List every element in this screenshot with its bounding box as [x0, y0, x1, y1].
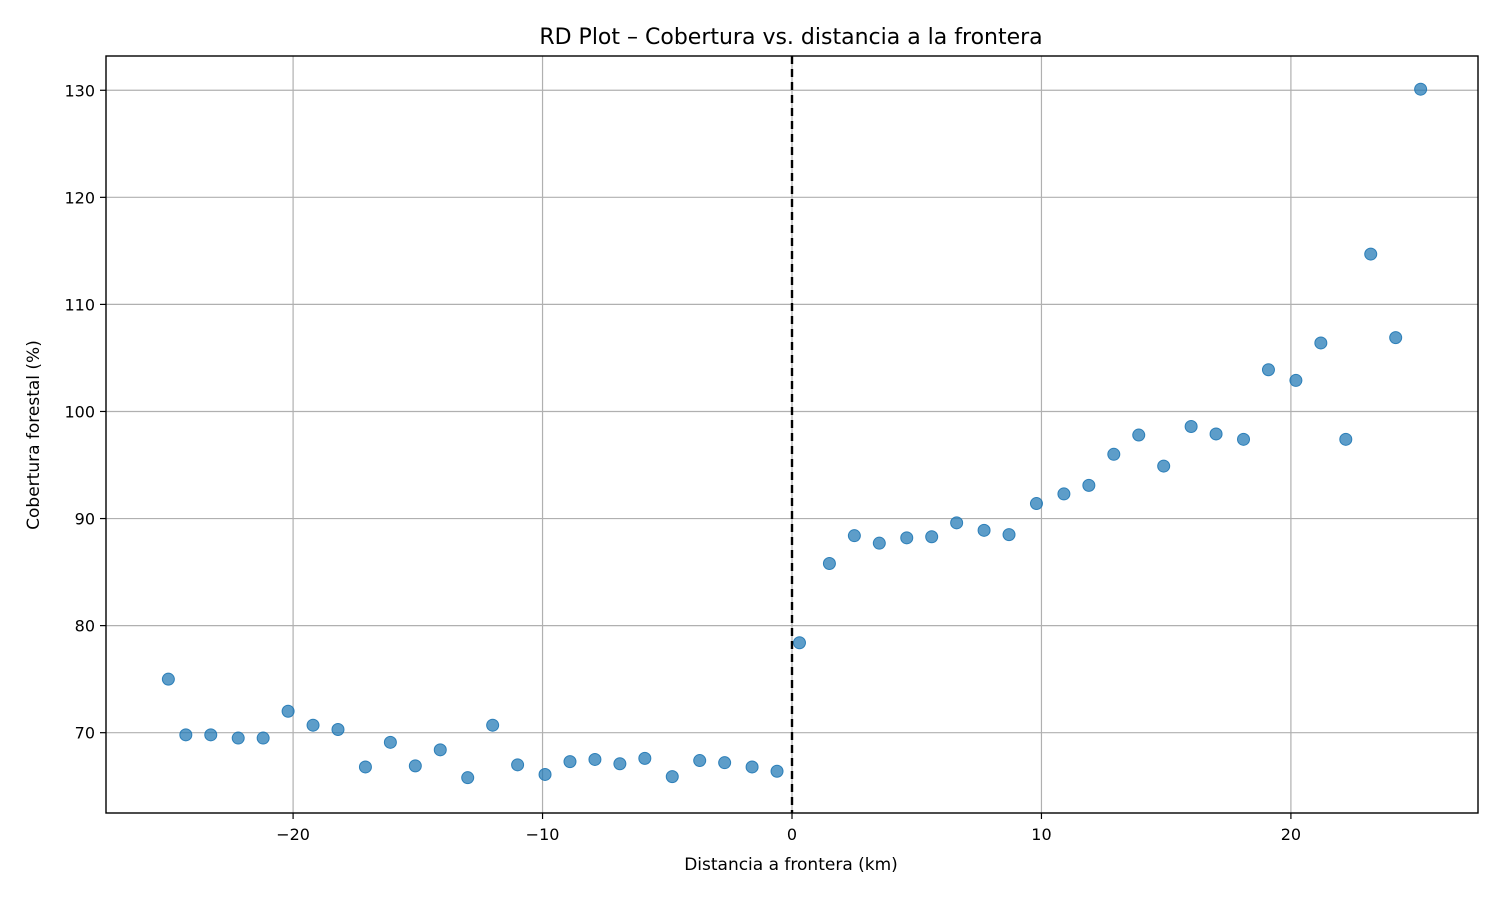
scatter-point — [461, 771, 475, 785]
scatter-point — [1339, 432, 1353, 446]
scatter-point — [638, 751, 652, 765]
y-tick-label: 110 — [64, 295, 95, 314]
scatter-point — [1314, 336, 1328, 350]
x-tick-label: 0 — [787, 825, 797, 844]
scatter-point — [872, 536, 886, 550]
scatter-point — [1389, 331, 1403, 345]
y-tick-label: 90 — [75, 510, 95, 529]
scatter-point — [1057, 487, 1071, 501]
scatter-point — [1237, 432, 1251, 446]
scatter-point — [822, 557, 836, 571]
chart-title: RD Plot – Cobertura vs. distancia a la f… — [539, 25, 1042, 50]
y-tick-label: 100 — [64, 402, 95, 421]
x-tick-label: 20 — [1281, 825, 1301, 844]
scatter-point — [204, 728, 218, 742]
scatter-point — [231, 731, 245, 745]
scatter-point — [161, 672, 175, 686]
scatter-point — [358, 760, 372, 774]
scatter-point — [977, 523, 991, 537]
scatter-point — [408, 759, 422, 773]
scatter-point — [925, 530, 939, 544]
scatter-point — [1132, 428, 1146, 442]
y-tick-label: 120 — [64, 188, 95, 207]
scatter-points — [161, 82, 1428, 785]
scatter-point — [847, 529, 861, 543]
y-tick-label: 80 — [75, 617, 95, 636]
x-axis-ticks: −20 −10 0 10 20 — [276, 813, 1301, 844]
scatter-point — [1157, 459, 1171, 473]
scatter-point — [486, 718, 500, 732]
scatter-point — [1209, 427, 1223, 441]
scatter-point — [256, 731, 270, 745]
scatter-point — [1184, 419, 1198, 433]
scatter-point — [1002, 528, 1016, 542]
scatter-point — [950, 516, 964, 530]
scatter-point — [306, 718, 320, 732]
scatter-point — [665, 770, 679, 784]
scatter-point — [331, 722, 345, 736]
scatter-point — [588, 752, 602, 766]
scatter-point — [538, 767, 552, 781]
scatter-point — [693, 754, 707, 768]
y-axis-ticks: 70 80 90 100 110 120 130 — [64, 81, 106, 743]
scatter-point — [1261, 363, 1275, 377]
scatter-point — [179, 728, 193, 742]
scatter-point — [511, 758, 525, 772]
x-tick-label: −10 — [526, 825, 560, 844]
scatter-point — [1107, 447, 1121, 461]
scatter-point — [433, 743, 447, 757]
x-tick-label: −20 — [276, 825, 310, 844]
scatter-point — [1414, 82, 1428, 96]
y-tick-label: 70 — [75, 724, 95, 743]
scatter-point — [900, 531, 914, 545]
scatter-point — [613, 757, 627, 771]
scatter-point — [770, 764, 784, 778]
scatter-point — [281, 704, 295, 718]
scatter-point — [718, 756, 732, 770]
scatter-point — [1029, 497, 1043, 511]
scatter-point — [563, 755, 577, 769]
y-tick-label: 130 — [64, 81, 95, 100]
scatter-point — [792, 636, 806, 650]
scatter-point — [1364, 247, 1378, 261]
y-axis-label: Cobertura forestal (%) — [24, 340, 44, 530]
scatter-point — [1082, 478, 1096, 492]
scatter-point — [383, 735, 397, 749]
x-axis-label: Distancia a frontera (km) — [684, 855, 898, 875]
scatter-point — [1289, 373, 1303, 387]
x-tick-label: 10 — [1031, 825, 1051, 844]
scatter-point — [745, 760, 759, 774]
